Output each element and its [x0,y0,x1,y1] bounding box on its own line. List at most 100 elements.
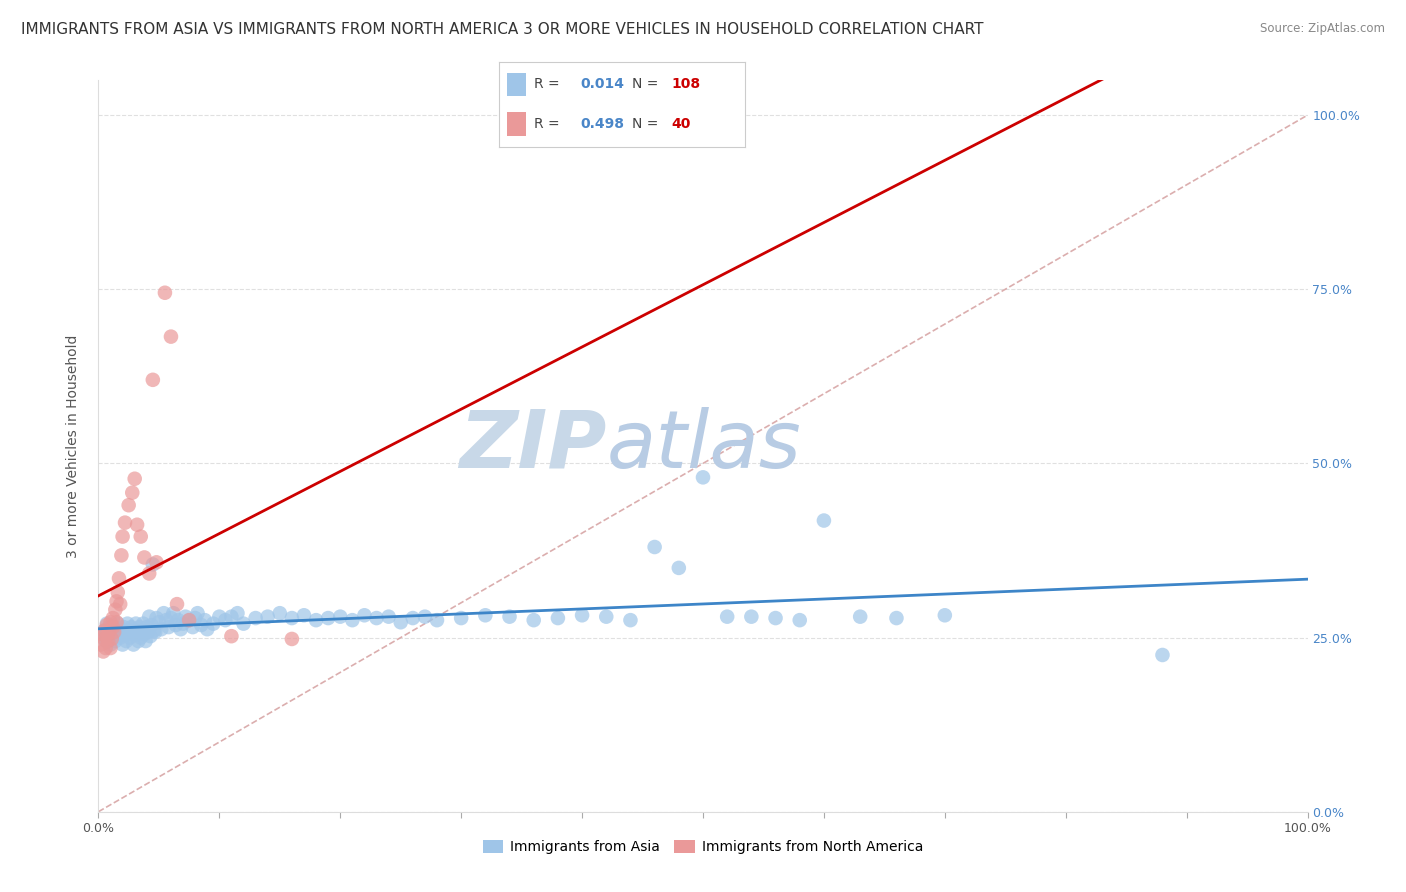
Point [716,609,738,624]
Point [90,638,112,652]
Point [145,555,167,569]
Point [104,603,127,617]
Point [124,624,146,638]
Point [789,613,811,627]
Point [849,609,872,624]
Point [547,611,569,625]
Text: 0.498: 0.498 [581,117,624,131]
Point [97,631,120,645]
Point [377,609,399,624]
Point [94,640,117,655]
Point [131,624,153,638]
Point [195,622,218,636]
Point [100,638,122,652]
Point [426,613,449,627]
Point [125,616,148,631]
Point [104,634,127,648]
Point [111,638,134,652]
Point [305,613,328,627]
Text: ZIP: ZIP [458,407,606,485]
Text: 108: 108 [672,77,700,91]
Point [342,613,364,627]
Point [112,620,135,634]
Point [143,625,166,640]
Point [1152,648,1174,662]
Point [127,634,149,648]
Point [142,373,165,387]
Point [132,616,155,631]
Point [245,611,267,625]
Text: R =: R = [534,77,564,91]
Point [179,613,201,627]
Point [127,517,149,532]
Point [111,530,134,544]
Point [148,615,170,630]
Point [202,616,225,631]
Point [740,609,762,624]
Point [172,616,194,631]
Point [316,611,339,625]
Point [934,608,956,623]
Point [110,627,132,641]
Point [98,620,121,634]
Point [100,627,122,641]
Point [105,594,128,608]
Point [402,611,425,625]
Point [108,631,131,645]
Point [150,622,173,636]
Point [155,613,177,627]
Point [160,611,183,625]
Point [111,624,134,638]
Point [93,624,115,638]
Point [162,606,184,620]
Point [138,566,160,581]
Point [118,498,141,512]
Point [101,620,124,634]
Point [152,606,174,620]
Y-axis label: 3 or more Vehicles in Household: 3 or more Vehicles in Household [66,334,80,558]
Point [692,470,714,484]
Point [595,609,617,624]
Point [256,609,278,624]
Legend: Immigrants from Asia, Immigrants from North America: Immigrants from Asia, Immigrants from No… [477,835,929,860]
Point [93,624,115,638]
Point [97,634,120,648]
Point [221,629,243,643]
Point [166,597,188,611]
Point [101,631,124,645]
Point [100,632,122,646]
Text: 0.014: 0.014 [581,77,624,91]
Point [644,540,666,554]
Point [120,620,142,634]
Point [110,549,132,563]
Point [134,627,156,641]
Point [121,485,143,500]
Bar [506,72,526,96]
Point [498,609,520,624]
Point [91,644,114,658]
Point [389,615,412,630]
Point [366,611,388,625]
Point [194,613,217,627]
Point [181,620,204,634]
Point [153,285,176,300]
Point [169,622,191,636]
Point [292,608,315,623]
Point [886,611,908,625]
Point [96,616,118,631]
Point [121,627,143,641]
Point [118,631,141,645]
Point [523,613,546,627]
Point [105,615,128,630]
Text: Source: ZipAtlas.com: Source: ZipAtlas.com [1260,22,1385,36]
Point [129,530,152,544]
Point [93,632,115,646]
Point [145,611,167,625]
Point [450,611,472,625]
Point [100,615,122,630]
Point [139,629,162,643]
Point [619,613,641,627]
Point [114,627,136,641]
Bar [506,112,526,136]
Point [668,561,690,575]
